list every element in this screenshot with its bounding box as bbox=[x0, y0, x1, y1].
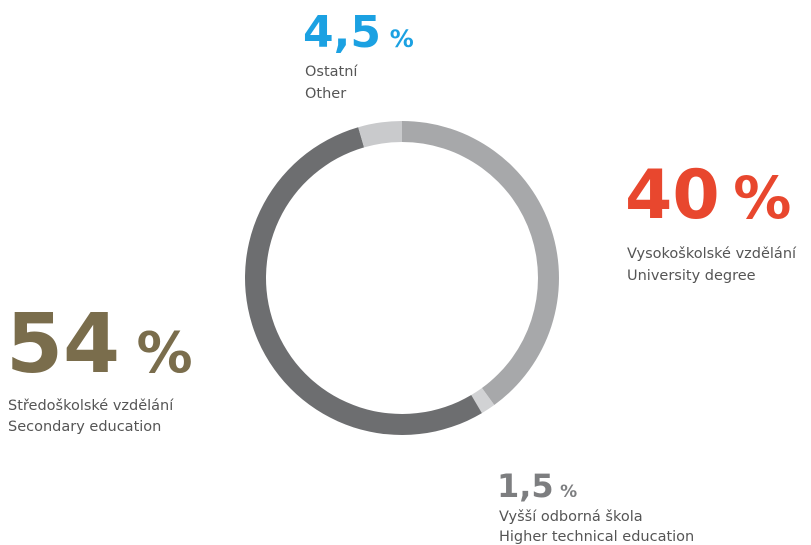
category-label-cs: Vysokoškolské vzdělání bbox=[627, 246, 797, 262]
unit-label: % bbox=[137, 321, 193, 386]
donut-segment bbox=[245, 127, 482, 435]
unit-label: % bbox=[733, 164, 791, 232]
category-label: Other bbox=[305, 86, 346, 102]
donut-segment bbox=[358, 121, 402, 148]
category-label-cs: Vyšší odborná škola bbox=[499, 509, 643, 525]
category-label: Higher technical education bbox=[499, 529, 694, 545]
value-label: 40 bbox=[625, 156, 720, 235]
donut-segment bbox=[471, 388, 495, 414]
value-label: 1,5 bbox=[497, 467, 554, 505]
category-label-cs: Středoškolské vzdělání bbox=[8, 398, 174, 414]
category-label: University degree bbox=[627, 268, 756, 284]
donut-segment bbox=[402, 121, 559, 406]
value-label: 54 bbox=[6, 297, 120, 392]
category-label-cs: Ostatní bbox=[305, 64, 358, 80]
unit-label: % bbox=[390, 25, 414, 53]
value-label: 4,5 bbox=[303, 7, 381, 58]
category-label: Secondary education bbox=[8, 419, 161, 435]
unit-label: % bbox=[560, 482, 577, 502]
